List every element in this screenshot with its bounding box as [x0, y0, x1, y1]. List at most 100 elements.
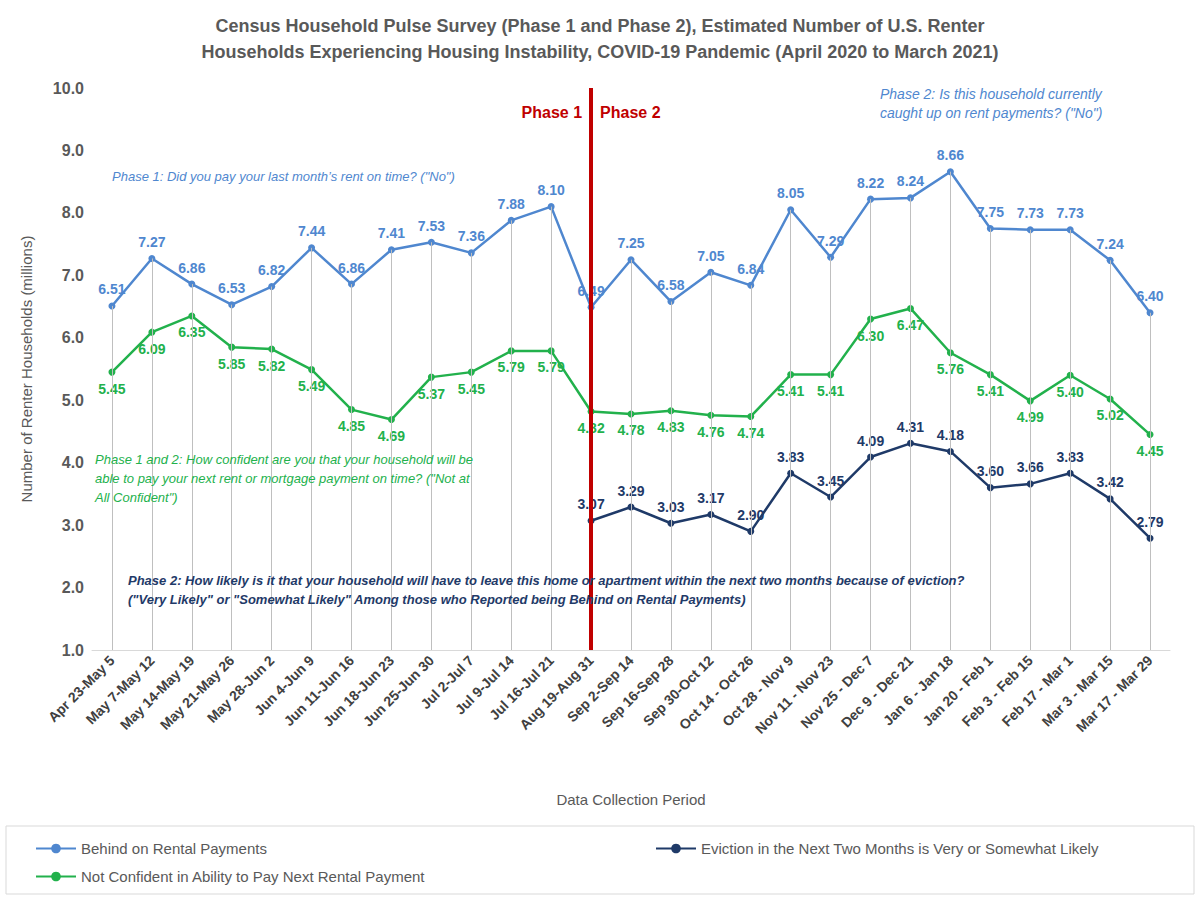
svg-text:caught up on rent payments? (": caught up on rent payments? ("No") [880, 105, 1102, 121]
svg-text:4.69: 4.69 [377, 428, 406, 445]
svg-text:Jun 18-Jun 23: Jun 18-Jun 23 [320, 652, 397, 729]
svg-text:4.0: 4.0 [62, 454, 84, 471]
svg-text:Oct 14 - Oct 26: Oct 14 - Oct 26 [675, 652, 757, 733]
svg-text:7.44: 7.44 [298, 223, 325, 239]
svg-text:Phase 2: Is this household cur: Phase 2: Is this household currently [880, 86, 1103, 102]
svg-text:5.85: 5.85 [218, 355, 246, 372]
svg-text:("Very Likely" or "Somewhat Li: ("Very Likely" or "Somewhat Likely" Amon… [128, 592, 745, 607]
svg-text:Feb 3 - Feb 15: Feb 3 - Feb 15 [959, 652, 1036, 729]
svg-text:4.74: 4.74 [737, 425, 764, 441]
svg-text:6.40: 6.40 [1136, 288, 1163, 304]
svg-text:May 28-Jun 2: May 28-Jun 2 [204, 652, 278, 726]
svg-text:5.82: 5.82 [258, 357, 286, 374]
svg-text:3.17: 3.17 [697, 490, 724, 506]
svg-text:All Confident"): All Confident") [94, 490, 178, 505]
svg-text:7.53: 7.53 [418, 218, 445, 234]
svg-text:7.75: 7.75 [977, 204, 1004, 220]
svg-text:Behind on Rental Payments: Behind on Rental Payments [81, 840, 267, 857]
svg-text:6.49: 6.49 [577, 282, 605, 299]
svg-text:May 14-May 19: May 14-May 19 [116, 652, 198, 733]
svg-text:8.05: 8.05 [777, 185, 804, 201]
svg-text:May 21-May 26: May 21-May 26 [156, 652, 238, 733]
svg-text:Number of Renter Households (m: Number of Renter Households (millions) [18, 236, 35, 503]
svg-text:Jun 4-Jun 9: Jun 4-Jun 9 [251, 652, 318, 719]
svg-text:Eviction in the Next Two Month: Eviction in the Next Two Months is Very … [701, 840, 1099, 857]
svg-text:Sep 30-Oct 12: Sep 30-Oct 12 [640, 652, 717, 729]
svg-text:6.09: 6.09 [138, 341, 165, 357]
svg-text:Sep 2-Sep 14: Sep 2-Sep 14 [563, 652, 637, 726]
svg-text:2.90: 2.90 [737, 507, 764, 523]
svg-text:Apr 23-May 5: Apr 23-May 5 [44, 652, 118, 726]
svg-text:8.10: 8.10 [538, 182, 565, 198]
svg-text:4.76: 4.76 [697, 424, 724, 440]
svg-text:7.88: 7.88 [498, 196, 525, 212]
svg-text:Nov 25 - Dec 7: Nov 25 - Dec 7 [797, 652, 877, 732]
svg-text:1.0: 1.0 [62, 642, 84, 659]
svg-text:Not Confident in Ability to Pa: Not Confident in Ability to Pay Next Ren… [81, 868, 425, 885]
svg-text:6.84: 6.84 [737, 261, 764, 277]
svg-text:7.24: 7.24 [1096, 236, 1123, 252]
svg-text:5.0: 5.0 [62, 392, 84, 409]
svg-text:Phase 1 and 2: How confident a: Phase 1 and 2: How confident are you tha… [95, 452, 473, 467]
svg-text:Mar 3 - Mar 15: Mar 3 - Mar 15 [1038, 652, 1115, 729]
svg-text:6.53: 6.53 [218, 280, 245, 296]
svg-text:8.24: 8.24 [897, 173, 924, 189]
svg-text:7.41: 7.41 [378, 225, 405, 241]
svg-text:5.41: 5.41 [777, 383, 805, 400]
svg-text:able to pay your next rent or: able to pay your next rent or mortgage p… [95, 471, 471, 486]
svg-text:6.58: 6.58 [657, 277, 684, 293]
svg-text:Phase 2: Phase 2 [600, 104, 661, 121]
svg-text:Jul 16-Jul 21: Jul 16-Jul 21 [486, 652, 557, 723]
svg-text:6.35: 6.35 [178, 324, 205, 340]
svg-text:7.73: 7.73 [1057, 205, 1084, 221]
svg-text:Phase 2: How likely is it that: Phase 2: How likely is it that your hous… [128, 573, 965, 588]
svg-text:Jan 20 - Feb 1: Jan 20 - Feb 1 [919, 652, 996, 729]
svg-text:Sep 16-Sep 28: Sep 16-Sep 28 [598, 652, 677, 731]
svg-text:8.22: 8.22 [857, 175, 884, 191]
svg-text:7.25: 7.25 [617, 235, 644, 251]
svg-text:6.86: 6.86 [338, 260, 365, 276]
svg-text:3.0: 3.0 [62, 517, 84, 534]
svg-text:8.0: 8.0 [62, 204, 84, 221]
svg-text:6.0: 6.0 [62, 329, 84, 346]
svg-text:5.49: 5.49 [298, 378, 326, 395]
svg-text:2.0: 2.0 [62, 579, 84, 596]
svg-text:7.36: 7.36 [458, 228, 485, 244]
svg-text:Oct 28 - Nov 9: Oct 28 - Nov 9 [719, 652, 796, 729]
svg-text:Aug 19-Aug 31: Aug 19-Aug 31 [516, 652, 597, 733]
svg-text:5.45: 5.45 [457, 380, 485, 397]
svg-text:4.83: 4.83 [657, 419, 685, 436]
svg-text:Census Household Pulse Survey: Census Household Pulse Survey (Phase 1 a… [215, 16, 984, 36]
svg-text:4.85: 4.85 [337, 418, 366, 435]
svg-text:Mar 17 - Mar 29: Mar 17 - Mar 29 [1073, 652, 1156, 735]
svg-text:9.0: 9.0 [62, 142, 84, 159]
svg-text:Phase 1: Did you pay your last: Phase 1: Did you pay your last month’s r… [112, 169, 455, 184]
svg-text:7.27: 7.27 [138, 234, 165, 250]
svg-text:5.79: 5.79 [497, 359, 525, 376]
svg-text:Nov 11 - Nov 23: Nov 11 - Nov 23 [751, 652, 837, 737]
svg-text:Jun 11-Jun 16: Jun 11-Jun 16 [280, 652, 357, 729]
svg-text:6.86: 6.86 [178, 260, 205, 276]
svg-text:Feb 17 - Mar 1: Feb 17 - Mar 1 [999, 652, 1076, 729]
svg-text:6.51: 6.51 [98, 281, 125, 297]
svg-text:May 7-May 12: May 7-May 12 [82, 652, 157, 727]
svg-text:Jun 25-Jun 30: Jun 25-Jun 30 [360, 652, 437, 729]
svg-text:Households Experiencing Housin: Households Experiencing Housing Instabil… [202, 42, 999, 62]
svg-text:4.78: 4.78 [617, 422, 645, 439]
svg-text:5.79: 5.79 [537, 359, 565, 376]
svg-text:7.05: 7.05 [697, 248, 724, 264]
svg-text:7.29: 7.29 [817, 233, 844, 249]
svg-text:Jan 6 - Jan 18: Jan 6 - Jan 18 [880, 652, 956, 728]
svg-text:5.45: 5.45 [98, 380, 126, 397]
svg-text:Jul 9-Jul 14: Jul 9-Jul 14 [451, 652, 517, 718]
svg-text:Jul 2-Jul 7: Jul 2-Jul 7 [417, 652, 477, 712]
svg-text:Phase 1: Phase 1 [522, 104, 583, 121]
svg-text:Data Collection Period: Data Collection Period [556, 791, 705, 808]
svg-text:7.73: 7.73 [1017, 205, 1044, 221]
svg-text:10.0: 10.0 [53, 80, 84, 97]
svg-text:6.82: 6.82 [258, 262, 285, 278]
svg-text:7.0: 7.0 [62, 267, 84, 284]
svg-text:Dec 9 - Dec 21: Dec 9 - Dec 21 [837, 652, 917, 731]
svg-text:5.37: 5.37 [417, 385, 445, 402]
svg-text:8.66: 8.66 [937, 147, 964, 163]
